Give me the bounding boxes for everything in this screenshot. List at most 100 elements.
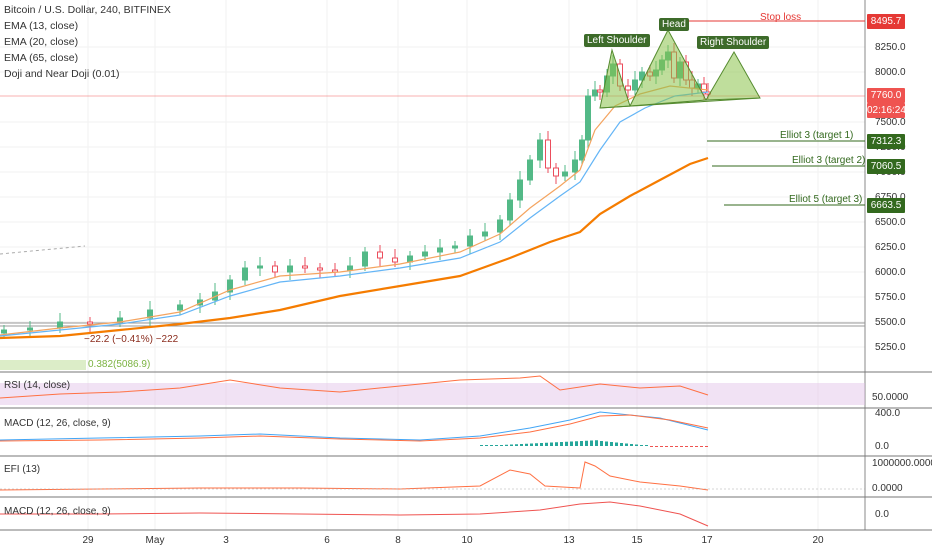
time-tick: 10 — [461, 535, 473, 546]
macd-histogram-bar — [585, 440, 588, 446]
ema13-line — [0, 85, 709, 336]
candle-body — [701, 83, 707, 93]
candle-body — [242, 267, 248, 281]
macd-histogram-bar — [620, 443, 623, 446]
macd2-line — [0, 501, 709, 527]
ema65-line — [0, 156, 709, 340]
macd-histogram-bar — [600, 441, 603, 446]
price-tick: 5500.0 — [875, 317, 906, 328]
macd-line — [0, 411, 709, 441]
ema-lines — [0, 85, 709, 340]
macd-histogram-bar — [485, 445, 488, 446]
candle-body — [422, 251, 428, 257]
candle-body — [597, 89, 603, 93]
macd-histogram-bar — [530, 443, 533, 446]
candle-body — [482, 231, 488, 237]
time-tick: 17 — [701, 535, 713, 546]
macd-histogram-bar — [660, 446, 663, 447]
head-shape — [629, 28, 707, 107]
macd2-pane-label[interactable]: MACD (12, 26, close, 9) — [4, 506, 111, 517]
symbol-title[interactable]: Bitcoin / U.S. Dollar, 240, BITFINEX — [4, 4, 171, 16]
price-tick: 5250.0 — [875, 342, 906, 353]
macd-histogram-bar — [615, 442, 618, 446]
candle-body — [177, 304, 183, 311]
macd-histogram-bar — [500, 445, 503, 446]
macd-histogram-bar — [565, 441, 568, 446]
macd-histogram-bar — [550, 442, 553, 446]
macd-signal-line — [0, 414, 709, 442]
candle-body — [579, 139, 585, 161]
legend-doji[interactable]: Doji and Near Doji (0.01) — [4, 68, 120, 80]
elliot-target2-annotation[interactable]: Elliot 3 (target 2) — [792, 155, 866, 166]
candle-body — [632, 79, 638, 91]
price-tick: 8250.0 — [875, 42, 906, 53]
left-shoulder-label[interactable]: Left Shoulder — [584, 34, 650, 47]
price-tick: 8000.0 — [875, 67, 906, 78]
candle-body — [302, 265, 308, 269]
macd-histogram-bar — [695, 446, 698, 447]
macd-histogram-bar — [490, 445, 493, 446]
macd-histogram-bar — [495, 445, 498, 446]
candle-body — [507, 199, 513, 221]
macd-histogram-bar — [675, 446, 678, 447]
head-label[interactable]: Head — [659, 18, 689, 31]
macd-histogram-bar — [610, 442, 613, 446]
macd-histogram-bar — [605, 441, 608, 446]
rsi-pane-label[interactable]: RSI (14, close) — [4, 380, 71, 391]
macd-histogram-bar — [580, 441, 583, 446]
ema20-line — [0, 91, 709, 337]
macd-histogram-bar — [625, 443, 628, 446]
fib-zone — [0, 360, 86, 370]
legend-ema13[interactable]: EMA (13, close) — [4, 20, 79, 32]
price-tick: 6750.0 — [875, 192, 906, 203]
efi-pane-label[interactable]: EFI (13) — [4, 464, 41, 475]
candle-body — [517, 179, 523, 201]
candle-body — [227, 279, 233, 293]
price-tick: 6500.0 — [875, 217, 906, 228]
macd-histogram-bar — [640, 445, 643, 446]
macd2-tick: 0.0 — [875, 509, 889, 520]
efi-tick: 1000000.0000 — [872, 458, 932, 469]
macd-histogram-bar — [680, 446, 683, 447]
indicator-lines — [0, 375, 865, 527]
price-tick: 5750.0 — [875, 292, 906, 303]
candle-body — [497, 219, 503, 233]
price-tick: 6250.0 — [875, 242, 906, 253]
head-shoulders-pattern — [599, 28, 761, 109]
elliot-target3-annotation[interactable]: Elliot 5 (target 3) — [789, 194, 863, 205]
target1-price-tag: 7312.3 — [867, 134, 905, 149]
macd-histogram-bar — [650, 446, 653, 447]
legend-ema65[interactable]: EMA (65, close) — [4, 52, 79, 64]
stop-loss-annotation[interactable]: Stop loss — [760, 12, 802, 23]
efi-line — [0, 461, 709, 491]
macd-histogram-bar — [595, 440, 598, 446]
candle-body — [553, 167, 559, 177]
time-tick: 29 — [82, 535, 94, 546]
macd-histogram-bar — [505, 444, 508, 446]
candle-body — [585, 95, 591, 141]
candle-body — [625, 85, 631, 91]
candle-body — [545, 139, 551, 169]
macd-histogram-bar — [540, 443, 543, 446]
macd-histogram-bar — [570, 441, 573, 446]
candle-body — [377, 251, 383, 259]
macd-histogram-bar — [510, 444, 513, 446]
macd-histogram-bar — [555, 442, 558, 446]
candle-body — [467, 235, 473, 247]
right-shoulder-label[interactable]: Right Shoulder — [697, 36, 770, 49]
right-shoulder-shape — [705, 50, 761, 101]
macd-histogram-bar — [630, 444, 633, 446]
neckline — [599, 97, 761, 109]
macd-histogram-bar — [525, 443, 528, 446]
macd-pane-label[interactable]: MACD (12, 26, close, 9) — [4, 418, 111, 429]
macd-histogram-bar — [700, 446, 703, 447]
elliot-target1-annotation[interactable]: Elliot 3 (target 1) — [780, 130, 854, 141]
macd-histogram-bar — [665, 446, 668, 447]
candle-body — [57, 321, 63, 329]
candle-body — [287, 265, 293, 273]
legend-ema20[interactable]: EMA (20, close) — [4, 36, 79, 48]
candle-body — [437, 247, 443, 253]
macd-histogram-bar — [705, 446, 708, 447]
macd-histogram-bar — [575, 441, 578, 446]
